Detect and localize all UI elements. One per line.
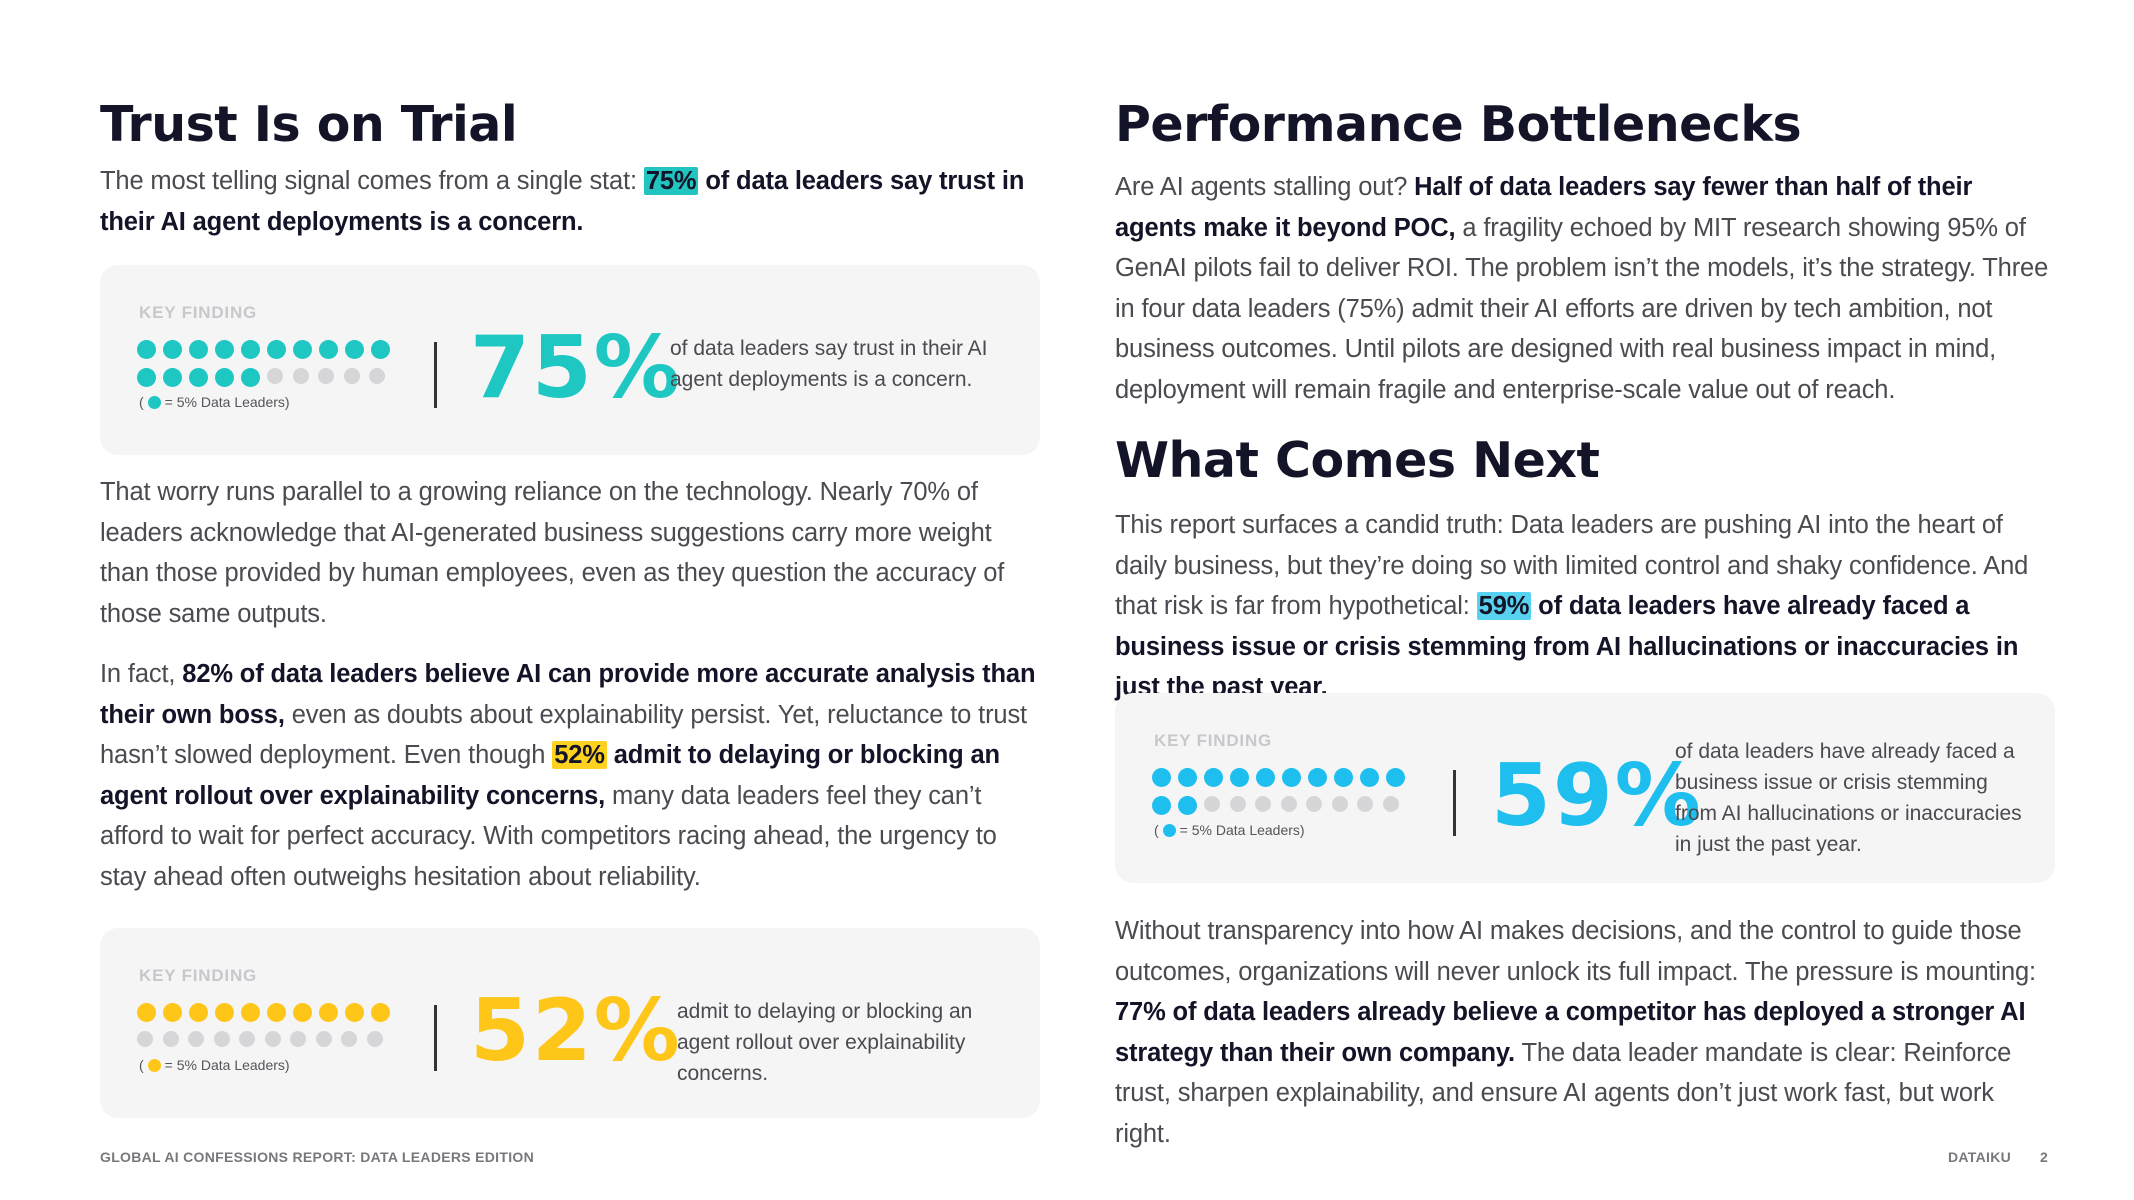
divider [434,1005,437,1071]
dot-filled [241,340,260,359]
dot-filled [1178,768,1197,787]
dot-filled [163,340,182,359]
dot-empty [1280,796,1297,812]
dot-filled [1308,768,1327,787]
dot-filled [1334,768,1353,787]
dot-grid-52 [137,1003,397,1056]
footer-brand: DATAIKU [1948,1149,2012,1165]
big-stat-59: 59% [1491,746,1703,846]
stat-highlight-52: 52% [552,741,607,769]
key-finding-label: KEY FINDING [139,303,258,322]
legend-dot-icon [147,1058,161,1072]
dot-empty [188,1031,204,1047]
dot-filled [319,1003,338,1022]
key-finding-card-75: KEY FINDING ( = 5% Data Leaders) 75% of … [100,265,1040,455]
dot-empty [292,368,309,384]
dot-filled [1204,768,1223,787]
dot-filled [371,1003,390,1022]
dot-empty [315,1031,332,1047]
dot-empty [1306,796,1322,812]
dot-empty [162,1031,179,1047]
dot-empty [369,368,385,384]
dot-empty [1357,796,1373,812]
finding-text: of data leaders say trust in their AI ag… [670,337,988,391]
section-title-trust: Trust Is on Trial [100,96,518,153]
legend: ( = 5% Data Leaders) [139,1057,290,1073]
dot-grid-59 [1152,768,1412,824]
dot-filled [215,368,234,387]
dot-filled [189,368,208,387]
key-finding-label: KEY FINDING [139,966,258,985]
divider [434,342,437,408]
section-title-performance: Performance Bottlenecks [1115,96,1802,153]
dot-filled [137,1003,156,1022]
dot-filled [1230,768,1249,787]
legend-dot-icon [147,395,161,409]
paragraph-transparency: Without transparency into how AI makes d… [1115,917,2036,1148]
dot-filled [1152,768,1171,787]
footer-page-number: 2 [2040,1149,2049,1165]
dot-filled [241,368,260,387]
dot-filled [1178,796,1197,815]
footer-report-title: GLOBAL AI CONFESSIONS REPORT: DATA LEADE… [100,1149,534,1165]
legend: ( = 5% Data Leaders) [1154,822,1305,838]
dot-empty [1204,796,1220,812]
key-finding-card-52: KEY FINDING ( = 5% Data Leaders) 52% adm… [100,928,1040,1118]
section-title-next: What Comes Next [1115,432,1600,489]
stat-highlight-59: 59% [1476,592,1532,620]
legend: ( = 5% Data Leaders) [139,394,290,410]
dot-empty [267,368,283,384]
dot-filled [267,340,286,359]
key-finding-card-59: KEY FINDING ( = 5% Data Leaders) 59% of … [1115,693,2055,883]
dot-filled [345,1003,364,1022]
key-finding-label: KEY FINDING [1154,731,1273,750]
dot-filled [319,340,338,359]
dot-filled [293,340,312,359]
dot-empty [137,1031,153,1047]
dot-empty [290,1031,306,1047]
dot-filled [371,340,390,359]
dot-empty [1255,796,1271,812]
dot-filled [241,1003,260,1022]
dot-empty [343,368,360,384]
paragraph-explainability: In fact, 82% of data leaders believe AI … [100,660,1036,891]
divider [1453,770,1456,836]
finding-text: admit to delaying or blocking an agent r… [677,1000,973,1085]
dot-filled [189,1003,208,1022]
dot-filled [1152,796,1171,815]
dot-empty [341,1031,357,1047]
dot-filled [1256,768,1275,787]
dot-filled [137,340,156,359]
dot-empty [264,1031,281,1047]
intro-paragraph: The most telling signal comes from a sin… [100,167,1025,236]
dot-empty [318,368,334,384]
dot-grid-75 [137,340,397,396]
finding-text: of data leaders have already faced a bus… [1675,740,2022,856]
dot-filled [215,1003,234,1022]
dot-filled [215,340,234,359]
dot-empty [239,1031,255,1047]
dot-filled [189,340,208,359]
dot-filled [163,368,182,387]
dot-filled [267,1003,286,1022]
paragraph-candid-truth: This report surfaces a candid truth: Dat… [1115,511,2029,701]
legend-dot-icon [1162,823,1176,837]
dot-empty [213,1031,230,1047]
dot-filled [1360,768,1379,787]
dot-empty [1382,796,1399,812]
dot-filled [163,1003,182,1022]
dot-filled [345,340,364,359]
paragraph-bottlenecks: Are AI agents stalling out? Half of data… [1115,173,2049,404]
dot-filled [293,1003,312,1022]
paragraph-reliance: That worry runs parallel to a growing re… [100,478,1005,628]
dot-empty [1229,796,1246,812]
dot-filled [1282,768,1301,787]
big-stat-52: 52% [470,981,682,1081]
stat-highlight-75: 75% [643,167,699,195]
dot-empty [1331,796,1348,812]
dot-empty [366,1031,383,1047]
dot-filled [1386,768,1405,787]
dot-filled [137,368,156,387]
big-stat-75: 75% [470,318,682,418]
